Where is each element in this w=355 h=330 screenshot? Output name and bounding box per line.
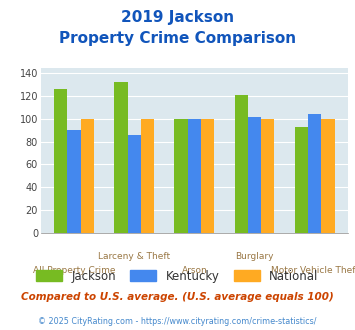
Text: All Property Crime: All Property Crime: [33, 266, 115, 275]
Bar: [188, 119, 201, 233]
Bar: [127, 135, 141, 233]
Bar: [114, 82, 127, 233]
Bar: [248, 116, 261, 233]
Bar: [235, 95, 248, 233]
Bar: [201, 119, 214, 233]
Text: Property Crime Comparison: Property Crime Comparison: [59, 31, 296, 46]
Text: Compared to U.S. average. (U.S. average equals 100): Compared to U.S. average. (U.S. average …: [21, 292, 334, 302]
Bar: [321, 119, 335, 233]
Text: Burglary: Burglary: [235, 252, 274, 261]
Legend: Jackson, Kentucky, National: Jackson, Kentucky, National: [32, 265, 323, 287]
Text: © 2025 CityRating.com - https://www.cityrating.com/crime-statistics/: © 2025 CityRating.com - https://www.city…: [38, 317, 317, 326]
Bar: [81, 119, 94, 233]
Bar: [67, 130, 81, 233]
Bar: [141, 119, 154, 233]
Bar: [175, 119, 188, 233]
Text: Motor Vehicle Theft: Motor Vehicle Theft: [271, 266, 355, 275]
Text: 2019 Jackson: 2019 Jackson: [121, 10, 234, 25]
Bar: [54, 89, 67, 233]
Text: Larceny & Theft: Larceny & Theft: [98, 252, 170, 261]
Bar: [261, 119, 274, 233]
Text: Arson: Arson: [181, 266, 207, 275]
Bar: [308, 114, 321, 233]
Bar: [295, 127, 308, 233]
